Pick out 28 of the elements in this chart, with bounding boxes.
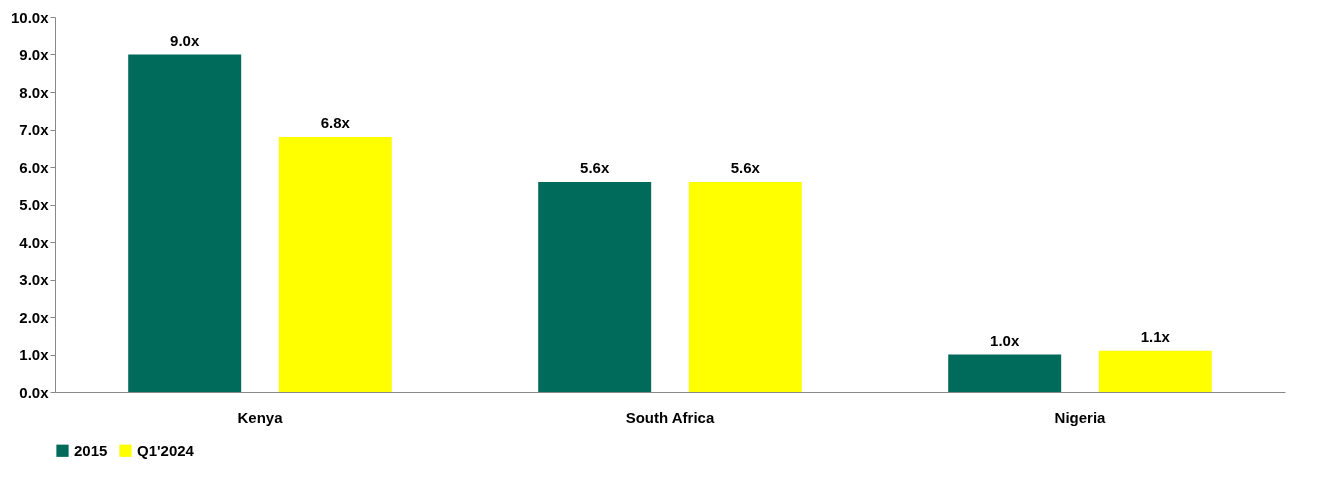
y-tick-label: 2.0x xyxy=(19,308,50,326)
y-tick-label: 0.0x xyxy=(19,383,50,401)
y-tick-label: 3.0x xyxy=(19,271,50,288)
y-tick-label: 7.0x xyxy=(19,121,50,138)
x-tick-label: Nigeria xyxy=(1054,408,1107,426)
bar xyxy=(278,137,392,392)
y-tick-label: 6.0x xyxy=(19,158,50,176)
y-tick-label: 8.0x xyxy=(19,83,50,101)
data-label: 5.6x xyxy=(580,159,610,176)
y-tick-label: 1.0x xyxy=(19,346,50,363)
bar xyxy=(1098,350,1212,392)
y-tick-label: 10.0x xyxy=(10,8,50,26)
x-tick-label: South Africa xyxy=(625,408,715,426)
x-tick-label: Kenya xyxy=(237,408,284,426)
data-label: 9.0x xyxy=(170,31,200,49)
data-label: 1.0x xyxy=(990,331,1020,349)
data-label: 6.8x xyxy=(320,114,351,131)
bar xyxy=(948,354,1062,392)
legend-label: Q1'2024 xyxy=(137,441,195,459)
legend-label: 2015 xyxy=(74,441,108,459)
y-tick-label: 9.0x xyxy=(19,46,50,63)
bar xyxy=(128,54,242,392)
bar xyxy=(538,182,652,392)
data-label: 5.6x xyxy=(730,159,761,176)
y-tick-label: 5.0x xyxy=(19,196,50,213)
bar xyxy=(688,182,802,392)
data-label: 1.1x xyxy=(1140,327,1171,345)
y-tick-label: 4.0x xyxy=(19,233,50,251)
